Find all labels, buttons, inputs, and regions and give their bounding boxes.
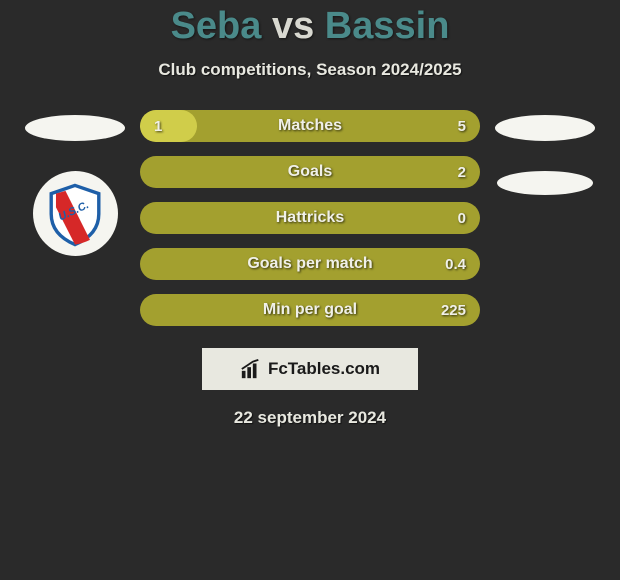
- stat-value-right: 0: [458, 210, 466, 227]
- subtitle: Club competitions, Season 2024/2025: [0, 60, 620, 80]
- page-title: Seba vs Bassin: [0, 5, 620, 48]
- player2-marker-ellipse-1: [495, 115, 595, 141]
- stat-label: Min per goal: [140, 301, 480, 319]
- stat-bar: Goals per match0.4: [140, 248, 480, 280]
- infographic-container: Seba vs Bassin Club competitions, Season…: [0, 0, 620, 428]
- brand-text: FcTables.com: [268, 359, 380, 379]
- brand-box: FcTables.com: [202, 348, 418, 390]
- left-side-column: U.S.C.: [20, 110, 130, 256]
- shield-icon: U.S.C.: [41, 180, 109, 248]
- stat-label: Goals: [140, 163, 480, 181]
- right-side-column: [490, 110, 600, 195]
- player1-marker-ellipse: [25, 115, 125, 141]
- player2-name: Bassin: [325, 5, 450, 47]
- stat-value-right: 2: [458, 164, 466, 181]
- vs-text: vs: [272, 5, 314, 47]
- stat-value-right: 0.4: [445, 256, 466, 273]
- main-row: U.S.C. 1Matches5 Goals2 Hattricks0 Goals pe…: [0, 110, 620, 326]
- stat-label: Hattricks: [140, 209, 480, 227]
- date-text: 22 september 2024: [0, 408, 620, 428]
- player2-marker-ellipse-2: [497, 171, 593, 195]
- stat-bar: Goals2: [140, 156, 480, 188]
- player1-name: Seba: [171, 5, 262, 47]
- stat-bar: 1Matches5: [140, 110, 480, 142]
- stats-bars: 1Matches5 Goals2 Hattricks0 Goals per match…: [140, 110, 480, 326]
- bar-chart-icon: [240, 358, 262, 380]
- stat-bar: Min per goal225: [140, 294, 480, 326]
- club-badge: U.S.C.: [33, 171, 118, 256]
- stat-value-right: 225: [441, 302, 466, 319]
- stat-bar: Hattricks0: [140, 202, 480, 234]
- stat-bar-fill: [140, 110, 197, 142]
- stat-label: Goals per match: [140, 255, 480, 273]
- stat-value-right: 5: [458, 118, 466, 135]
